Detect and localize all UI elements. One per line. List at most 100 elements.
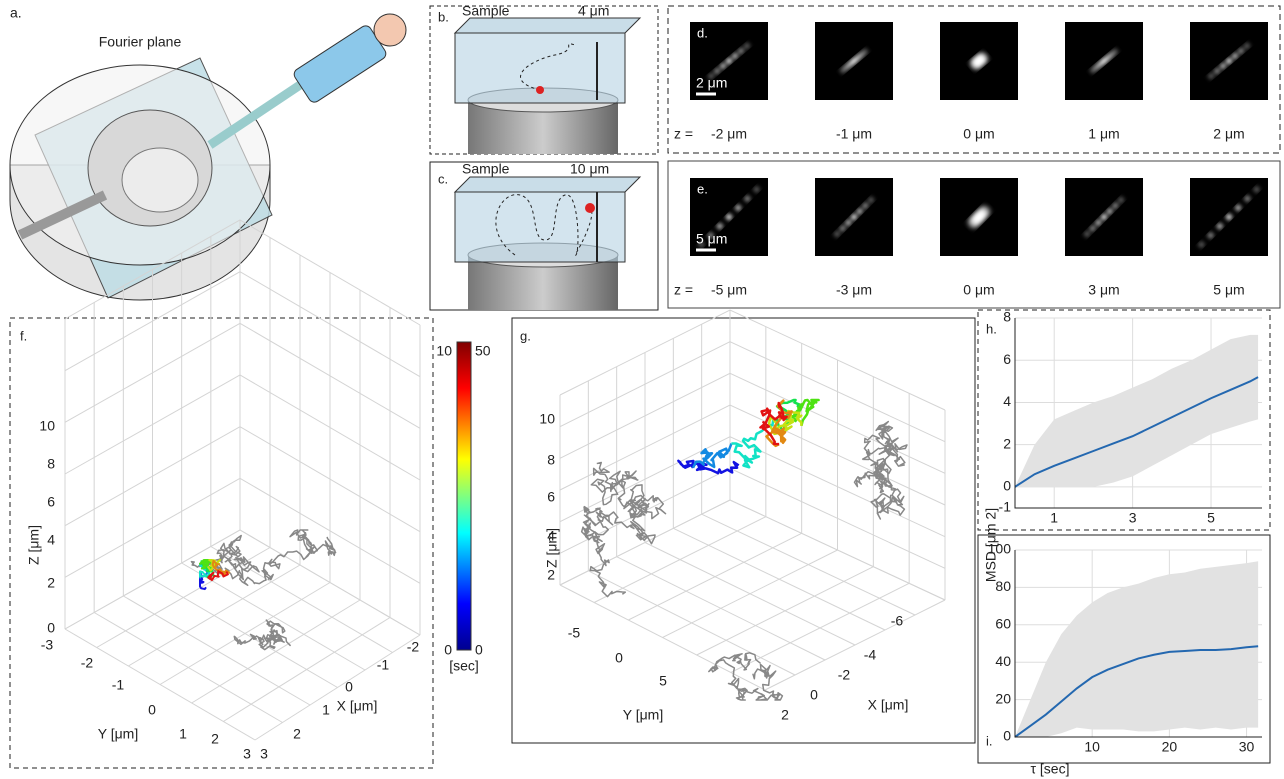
z-label: 5 μm (1213, 282, 1244, 298)
grid-3d (65, 478, 420, 583)
grid-3d (731, 583, 909, 672)
grid-3d (65, 375, 420, 480)
grid-3d (560, 310, 945, 410)
sample-box (455, 192, 625, 262)
z-tick-label: 0 (47, 620, 55, 636)
x-tick-label: -2 (838, 667, 851, 683)
y-tick-label: -1 (112, 677, 125, 693)
panel-label: c. (438, 171, 448, 186)
grid-3d (663, 550, 838, 638)
panel-label: d. (697, 25, 708, 40)
z-tick-label: 8 (547, 452, 555, 468)
z-label: -5 μm (711, 282, 747, 298)
y-axis-label: MSD [μm 2] (983, 508, 999, 582)
grid-3d (697, 567, 874, 655)
z-tick-label: 4 (47, 532, 55, 548)
x-tick-label: -1 (377, 657, 390, 673)
y-tick-label: 0 (615, 650, 623, 666)
z-label: 0 μm (963, 126, 994, 142)
panel-b: b. Sample 4 μm (430, 3, 658, 154)
x-axis-label: τ [sec] (1031, 761, 1070, 777)
x-tick-label: 1 (1050, 510, 1058, 526)
z-axis-label: Z [μm] (544, 528, 560, 568)
y-tick-label: 8 (1003, 309, 1011, 325)
colorbar-label: 50 (475, 343, 491, 359)
y-tick-label: 1 (179, 726, 187, 742)
figure: a. Fourier plane b. Sample 4 μm c. Sampl… (0, 0, 1284, 779)
x-tick-label: -2 (407, 639, 420, 655)
z-label: 3 μm (1088, 282, 1119, 298)
trajectory (582, 462, 666, 596)
x-tick-label: 5 (1207, 510, 1215, 526)
sample-label: Sample (462, 161, 510, 177)
scale-bar-label: 5 μm (696, 231, 727, 247)
y-axis-label: Y [μm] (98, 726, 138, 742)
panel-label: g. (520, 328, 531, 343)
y-tick-label: -2 (81, 655, 94, 671)
y-tick-label: 2 (1003, 435, 1011, 451)
grid-3d (65, 427, 420, 532)
y-tick-label: 20 (995, 690, 1011, 706)
range-label: 4 μm (578, 3, 609, 19)
grid-3d (702, 514, 915, 615)
x-tick-label: 20 (1162, 739, 1178, 755)
z-label: 2 μm (1213, 126, 1244, 142)
y-tick-label: 0 (1003, 728, 1011, 744)
x-tick-label: 30 (1239, 739, 1255, 755)
particle (536, 86, 544, 94)
z-tick-label: 6 (547, 489, 555, 505)
z-tick-label: 6 (47, 494, 55, 510)
panel-c: c. Sample 10 μm (430, 161, 658, 310)
y-tick-label: -1 (999, 499, 1012, 515)
z-prefix: z = (674, 126, 693, 142)
y-tick-label: 0 (148, 702, 156, 718)
particle (585, 203, 595, 213)
plunger (374, 14, 406, 46)
x-axis-label: X [μm] (868, 697, 909, 713)
x-tick-label: 2 (293, 726, 301, 742)
x-tick-label: -4 (864, 647, 877, 663)
colorbar-unit: [sec] (449, 658, 479, 674)
y-tick-label: 3 (243, 746, 251, 762)
y-tick-label: 40 (995, 653, 1011, 669)
z-label: 0 μm (963, 282, 994, 298)
colorbar (457, 342, 471, 650)
y-tick-label: 2 (211, 731, 219, 747)
grid-3d (560, 500, 945, 600)
y-tick-label: -3 (41, 637, 54, 653)
sample-top (455, 18, 640, 33)
scale-bar-label: 2 μm (696, 75, 727, 91)
panel-title: Fourier plane (99, 34, 182, 50)
sample-top (455, 177, 640, 192)
x-tick-label: 2 (781, 707, 789, 723)
y-tick-label: -5 (568, 625, 581, 641)
z-tick-label: 2 (47, 575, 55, 591)
z-label: -3 μm (836, 282, 872, 298)
z-label: -1 μm (836, 126, 872, 142)
y-tick-label: 4 (1003, 393, 1011, 409)
y-tick-label: 6 (1003, 351, 1011, 367)
trajectory (854, 422, 906, 519)
grid-3d (673, 528, 885, 630)
x-tick-label: 3 (1129, 510, 1137, 526)
panel-label: a. (10, 5, 22, 21)
x-tick-label: 1 (322, 702, 330, 718)
z-axis-label: Z [μm] (26, 525, 42, 565)
panel-label: b. (438, 9, 449, 24)
z-tick-label: 8 (47, 456, 55, 472)
z-label: 1 μm (1088, 126, 1119, 142)
sample-label: Sample (462, 3, 510, 19)
grid-3d (211, 547, 393, 653)
colorbar-label: 10 (436, 343, 452, 359)
x-tick-label: 10 (1084, 739, 1100, 755)
x-tick-label: -6 (891, 613, 904, 629)
x-tick-label: 0 (345, 679, 353, 695)
panel-label: i. (986, 733, 993, 748)
x-axis-label: X [μm] (337, 698, 378, 714)
syringe (292, 24, 388, 105)
y-axis-label: Y [μm] (623, 707, 663, 723)
grid-3d (765, 600, 945, 690)
y-tick-label: 0 (1003, 478, 1011, 494)
range-label: 10 μm (570, 161, 609, 177)
grid-3d (65, 323, 420, 428)
